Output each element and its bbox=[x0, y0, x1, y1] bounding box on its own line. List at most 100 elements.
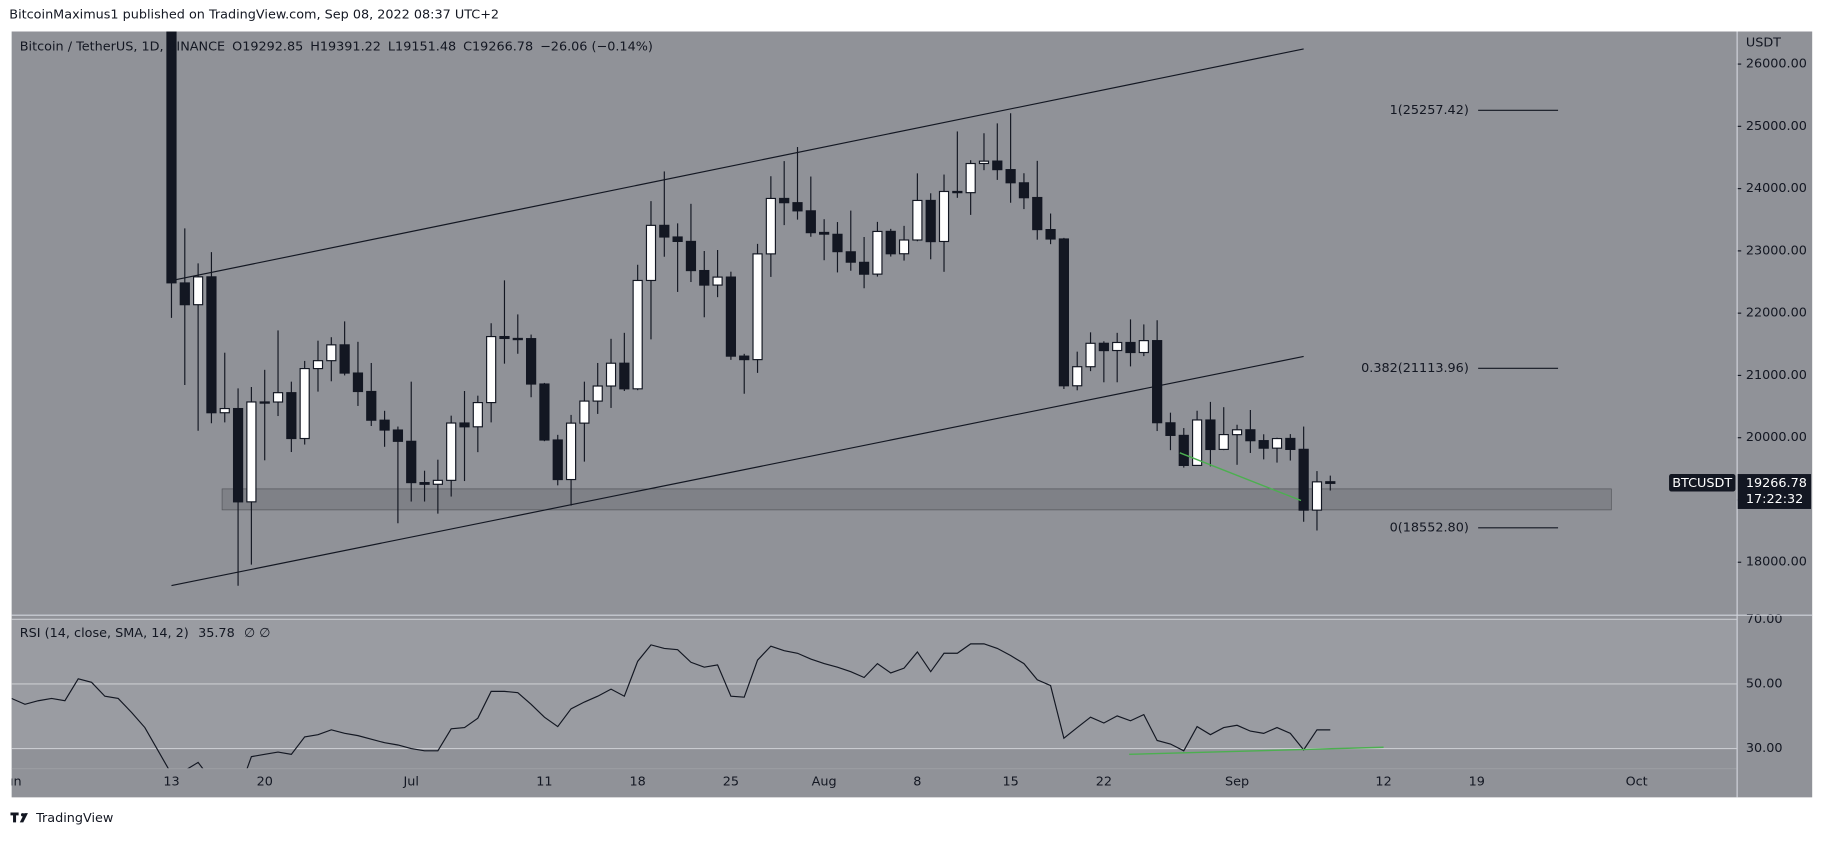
candle-body bbox=[459, 422, 470, 428]
candle-body bbox=[619, 362, 630, 390]
candle-body bbox=[366, 390, 377, 421]
support-zone bbox=[221, 488, 1612, 511]
x-tick-label: Sep bbox=[1225, 775, 1249, 790]
rsi-pane bbox=[11, 618, 1737, 769]
y-tick-label: 25000.00 bbox=[1746, 119, 1807, 134]
candle-body bbox=[805, 210, 816, 234]
x-tick-label: 19 bbox=[1469, 775, 1485, 790]
price-tag bbox=[1737, 474, 1812, 509]
candle-body bbox=[832, 233, 843, 253]
x-tick-label: Aug bbox=[812, 775, 837, 790]
candle-body bbox=[512, 337, 523, 341]
candle-body bbox=[1072, 366, 1083, 387]
rsi-tick-label: 30.00 bbox=[1746, 741, 1783, 756]
symbol-tag-label: BTCUSDT bbox=[1672, 476, 1732, 491]
candle-body bbox=[486, 335, 497, 404]
candle-body bbox=[259, 401, 270, 404]
candle-body bbox=[1231, 429, 1243, 436]
candle-body bbox=[1298, 448, 1309, 511]
candle-body bbox=[166, 31, 177, 284]
rsi-tick-label: 50.00 bbox=[1746, 676, 1783, 691]
candle-body bbox=[952, 190, 963, 194]
fib-label: 1(25257.42) bbox=[1390, 103, 1469, 118]
candle-body bbox=[765, 197, 776, 255]
candle-body bbox=[978, 160, 990, 165]
candle-body bbox=[1191, 419, 1203, 466]
candle-body bbox=[1178, 434, 1189, 466]
candle-body bbox=[1205, 419, 1216, 451]
candle-body bbox=[339, 344, 350, 374]
candle-body bbox=[525, 338, 537, 385]
candle-body bbox=[592, 385, 603, 402]
candle-body bbox=[1098, 342, 1109, 352]
candle-body bbox=[1045, 229, 1056, 240]
ohlc-label: C bbox=[463, 39, 472, 54]
candle-body bbox=[1285, 437, 1296, 450]
candle-body bbox=[1218, 434, 1229, 450]
ohlc-label: H bbox=[310, 39, 320, 54]
x-tick-label: 22 bbox=[1096, 775, 1112, 790]
rsi-value: 35.78 bbox=[198, 626, 235, 641]
currency-label: USDT bbox=[1746, 36, 1781, 51]
candle-body bbox=[1271, 437, 1283, 449]
ohlc-label: L bbox=[388, 39, 396, 54]
x-tick-label: 8 bbox=[913, 775, 921, 790]
ohlc-value: 19292.85 bbox=[242, 39, 303, 54]
candle-body bbox=[779, 197, 790, 204]
y-tick-label: 18000.00 bbox=[1746, 555, 1807, 570]
x-tick-label: 20 bbox=[257, 775, 273, 790]
main-pane: 1(25257.42) 0.382(21113.96) 0(18552.80) bbox=[166, 31, 1612, 587]
candle-body bbox=[499, 335, 510, 340]
candle-body bbox=[739, 355, 750, 361]
candle-body bbox=[819, 231, 830, 235]
candle-body bbox=[685, 240, 697, 272]
candle-body bbox=[605, 362, 617, 387]
candle-body bbox=[858, 261, 870, 275]
change-label: −26.06 (−0.14%) bbox=[540, 39, 653, 54]
x-tick-label: 25 bbox=[723, 775, 739, 790]
candle-body bbox=[965, 162, 976, 194]
candle-body bbox=[312, 360, 324, 370]
candle-body bbox=[659, 224, 670, 238]
x-tick-label: Oct bbox=[1626, 775, 1648, 790]
candle-body bbox=[1152, 340, 1163, 424]
candle-body bbox=[792, 202, 803, 212]
candle-body bbox=[565, 422, 577, 481]
rsi-divergence-line bbox=[1129, 746, 1384, 756]
candle-body bbox=[219, 407, 230, 414]
candle-body bbox=[352, 372, 364, 393]
brand-logo bbox=[10, 812, 28, 823]
y-tick-label: 26000.00 bbox=[1746, 57, 1807, 72]
candle-body bbox=[579, 400, 590, 424]
y-tick-label: 24000.00 bbox=[1746, 181, 1807, 196]
x-tick-label: 12 bbox=[1375, 775, 1391, 790]
x-tick-label: 18 bbox=[630, 775, 646, 790]
candle-body bbox=[552, 439, 563, 481]
candle-body bbox=[206, 276, 217, 414]
candle-body bbox=[272, 392, 284, 403]
candle-body bbox=[845, 251, 856, 263]
candle-body bbox=[645, 224, 657, 282]
candle-body bbox=[872, 230, 883, 275]
candle-body bbox=[1005, 169, 1016, 184]
candle-body bbox=[446, 422, 457, 481]
candle-body bbox=[938, 190, 950, 243]
rsi-line bbox=[11, 643, 1331, 769]
candle-body bbox=[725, 276, 737, 357]
ohlc-legend: Bitcoin / TetherUS, 1D, BINANCE O19292.85… bbox=[20, 39, 653, 54]
candle-body bbox=[299, 367, 310, 440]
candle-body bbox=[992, 160, 1003, 171]
candle-body bbox=[752, 253, 763, 361]
candle-body bbox=[885, 230, 896, 255]
candle-body bbox=[472, 401, 483, 428]
candle-body bbox=[1165, 422, 1176, 436]
x-axis: Jun 13 20 Jul 11 18 25 Aug 8 15 22 Sep 12 19 Oct bbox=[12, 775, 1648, 790]
rsi-legend: RSI (14, close, SMA, 14, 2) 35.78 ∅ ∅ bbox=[20, 626, 271, 641]
x-tick-label: 11 bbox=[536, 775, 552, 790]
ohlc-value: 19266.78 bbox=[472, 39, 533, 54]
candle-body bbox=[712, 276, 723, 286]
candle-body bbox=[1085, 342, 1096, 368]
candle-body bbox=[632, 279, 643, 390]
candle-body bbox=[912, 199, 923, 241]
y-tick-label: 22000.00 bbox=[1746, 306, 1807, 321]
